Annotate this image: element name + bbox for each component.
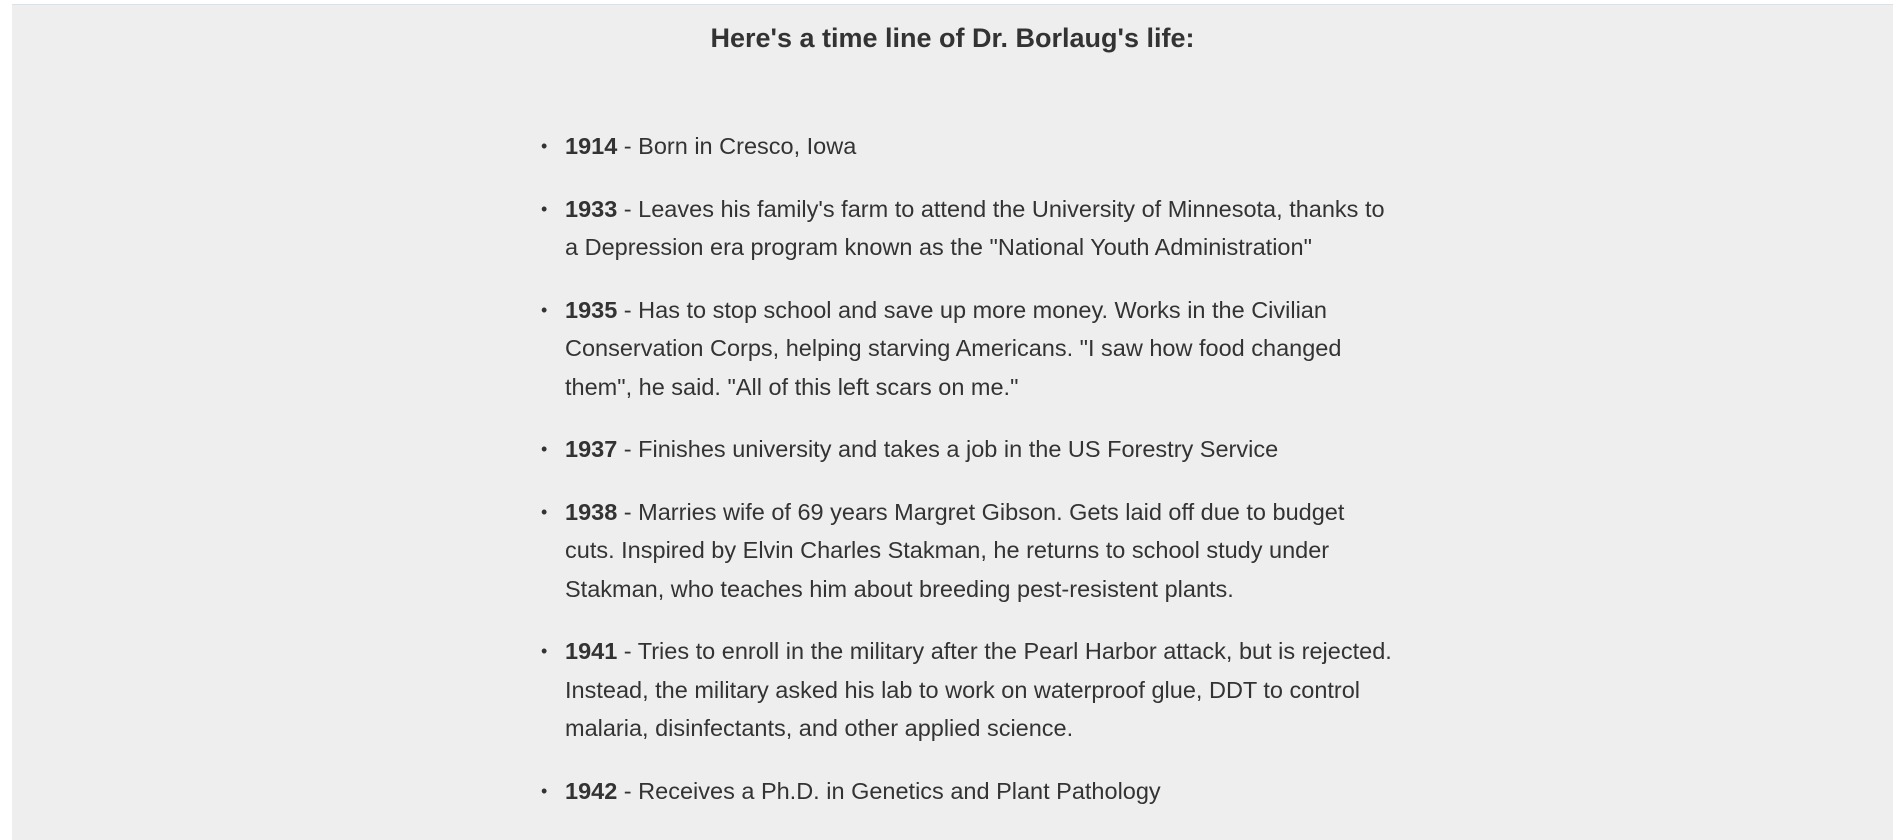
timeline-item: • 1933 - Leaves his family's farm to att…	[541, 190, 1395, 267]
timeline-text: - Marries wife of 69 years Margret Gibso…	[565, 498, 1345, 602]
timeline-text: - Tries to enroll in the military after …	[565, 638, 1392, 741]
timeline-year: 1937	[565, 436, 618, 462]
bullet-icon: •	[541, 501, 548, 522]
bullet-icon: •	[541, 299, 548, 320]
timeline-text: - Finishes university and takes a job in…	[617, 436, 1279, 462]
timeline-item: • 1938 - Marries wife of 69 years Margre…	[541, 493, 1395, 609]
timeline-year: 1942	[565, 777, 618, 804]
content-panel: Here's a time line of Dr. Borlaug's life…	[12, 4, 1893, 840]
timeline-item: • 1941 - Tries to enroll in the military…	[541, 632, 1395, 748]
bullet-icon: •	[541, 136, 548, 156]
timeline-year: 1914	[565, 133, 618, 159]
page-title: Here's a time line of Dr. Borlaug's life…	[710, 23, 1195, 53]
timeline-list: • 1914 - Born in Cresco, Iowa • 1933 - L…	[541, 127, 1395, 834]
timeline-item: • 1914 - Born in Cresco, Iowa	[541, 127, 1395, 166]
timeline-year: 1938	[565, 498, 618, 525]
bullet-icon: •	[541, 198, 548, 219]
timeline-year: 1935	[565, 296, 618, 323]
timeline-item: • 1942 - Receives a Ph.D. in Genetics an…	[541, 772, 1395, 811]
timeline-text: - Leaves his family's farm to attend the…	[565, 195, 1385, 261]
bullet-icon: •	[541, 641, 548, 661]
timeline-year: 1941	[565, 638, 618, 664]
timeline-year: 1933	[565, 195, 618, 222]
bullet-icon: •	[541, 439, 548, 459]
timeline-text: - Receives a Ph.D. in Genetics and Plant…	[617, 777, 1161, 804]
timeline-text: - Has to stop school and save up more mo…	[565, 296, 1342, 400]
timeline-item: • 1937 - Finishes university and takes a…	[541, 430, 1395, 469]
timeline-text: - Born in Cresco, Iowa	[617, 133, 857, 159]
bullet-icon: •	[541, 780, 548, 801]
timeline-item: • 1935 - Has to stop school and save up …	[541, 291, 1395, 407]
